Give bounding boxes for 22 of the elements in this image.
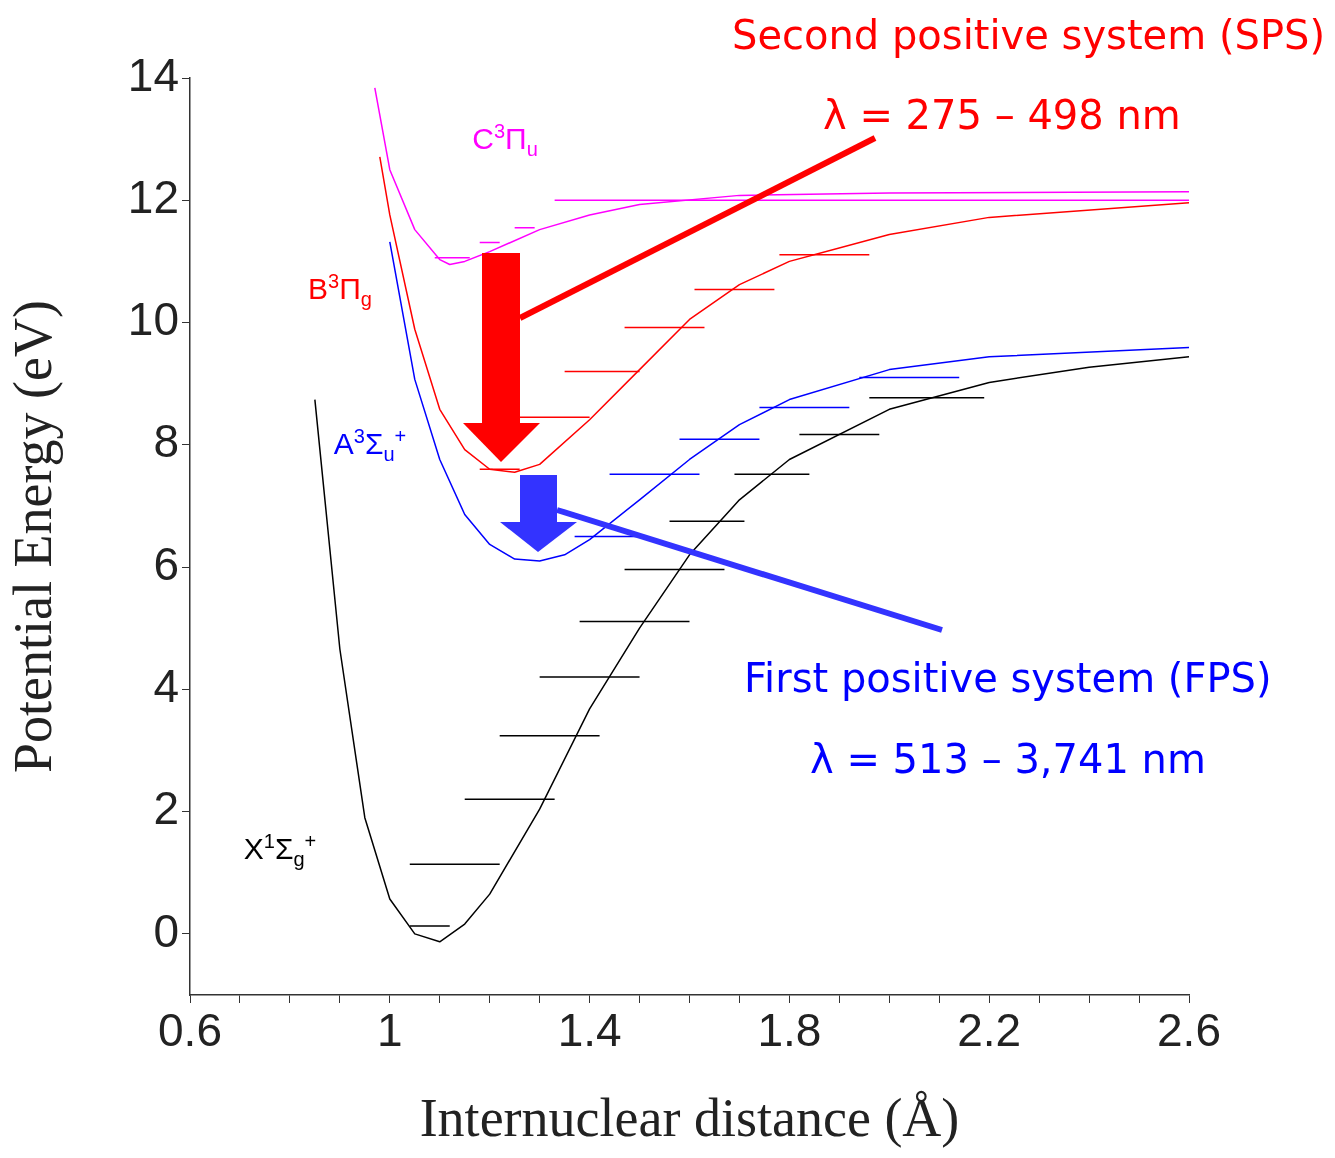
y-axis-title: Potential Energy (eV): [2, 300, 63, 773]
text: Second positive system (SPS): [732, 12, 1325, 58]
annotation: B$^{3}$Π$_{g}$: [308, 269, 372, 311]
y-tick-label: 12: [127, 170, 179, 223]
y-tick-label: 8: [153, 415, 179, 468]
y-tick-label: 14: [127, 48, 179, 101]
annotation: λ = 513 – 3,741 nm: [810, 736, 1206, 782]
x-tick-label: 1.4: [557, 1004, 622, 1057]
annotation: C$^{3}$Π$_{u}$: [472, 119, 538, 161]
y-tick-label: 0: [153, 904, 179, 957]
x-tick-label: 1.8: [757, 1004, 822, 1057]
annotation: λ = 275 – 498 nm: [823, 92, 1181, 138]
x-tick-label: 2.2: [957, 1004, 1022, 1057]
y-tick-label: 2: [153, 782, 179, 835]
annotation: First positive system (FPS): [744, 655, 1272, 701]
y-tick-label: 10: [127, 293, 179, 346]
x-axis-title: Internuclear distance (Å): [419, 1087, 960, 1148]
x-tick-label: 1: [377, 1004, 403, 1057]
y-tick-label: 6: [153, 537, 179, 590]
y-tick-label: 4: [153, 660, 179, 713]
x-tick-label: 0.6: [158, 1004, 222, 1057]
x-tick-label: 2.6: [1157, 1004, 1221, 1057]
